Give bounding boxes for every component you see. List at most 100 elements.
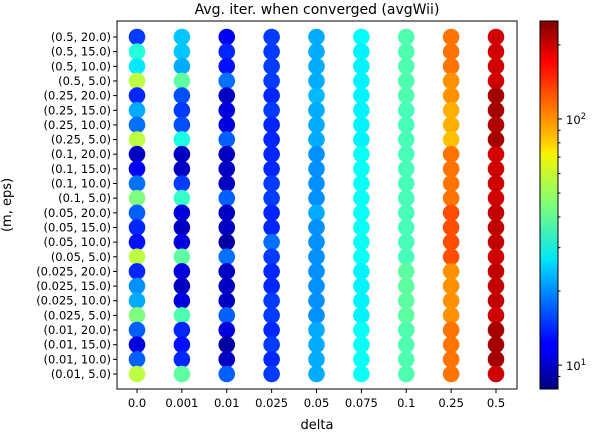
data-point bbox=[263, 145, 280, 163]
y-tick-label: (0.1, 15.0) bbox=[51, 162, 111, 176]
data-point bbox=[353, 307, 370, 324]
data-point bbox=[353, 175, 370, 192]
data-point bbox=[353, 321, 370, 339]
data-point bbox=[353, 263, 370, 280]
data-point bbox=[397, 101, 415, 119]
data-point bbox=[442, 292, 460, 310]
data-point bbox=[128, 58, 146, 75]
data-point bbox=[173, 72, 191, 90]
data-point bbox=[128, 204, 146, 222]
y-tick-label: (0.05, 10.0) bbox=[44, 235, 112, 249]
data-point bbox=[487, 43, 505, 60]
y-tick-label: (0.25, 15.0) bbox=[44, 103, 112, 117]
y-tick-label: (0.025, 5.0) bbox=[44, 308, 112, 322]
data-point bbox=[353, 233, 370, 251]
data-point bbox=[487, 219, 505, 236]
data-point bbox=[173, 292, 191, 310]
data-point bbox=[173, 233, 191, 251]
data-point bbox=[218, 28, 236, 46]
data-point bbox=[308, 116, 325, 134]
data-point bbox=[263, 292, 280, 310]
y-tick-label: (0.1, 20.0) bbox=[51, 147, 111, 161]
data-point bbox=[263, 351, 280, 368]
y-tick-label: (0.01, 15.0) bbox=[44, 338, 112, 352]
data-point bbox=[353, 204, 370, 222]
y-tick-label: (0.25, 5.0) bbox=[51, 133, 111, 147]
data-point bbox=[397, 336, 415, 353]
data-point bbox=[263, 263, 280, 280]
data-point bbox=[263, 58, 280, 75]
data-point bbox=[487, 189, 505, 207]
x-tick-label: 0.0 bbox=[128, 396, 146, 410]
data-point bbox=[353, 116, 370, 134]
data-point bbox=[218, 248, 236, 266]
y-axis-label: (m, eps) bbox=[0, 178, 15, 232]
data-point bbox=[218, 43, 236, 60]
data-point bbox=[487, 277, 505, 295]
data-point bbox=[353, 87, 370, 104]
data-point bbox=[218, 233, 236, 251]
colorbar-ticks: 101 102 bbox=[558, 44, 586, 377]
data-point bbox=[397, 248, 415, 266]
colorbar-gradient bbox=[539, 20, 559, 390]
data-point bbox=[308, 248, 325, 266]
data-point bbox=[308, 160, 325, 178]
data-point bbox=[487, 204, 505, 222]
data-point bbox=[308, 292, 325, 310]
data-point bbox=[397, 28, 415, 46]
colorbar-tick-label: 101 bbox=[566, 358, 586, 373]
data-point bbox=[263, 72, 280, 90]
data-point bbox=[218, 58, 236, 75]
data-point bbox=[218, 72, 236, 90]
data-point bbox=[397, 277, 415, 295]
data-point bbox=[128, 292, 146, 310]
data-point bbox=[263, 131, 280, 148]
x-tick-label: 0.1 bbox=[397, 396, 415, 410]
data-point bbox=[442, 58, 460, 75]
data-point bbox=[442, 87, 460, 104]
data-point bbox=[218, 204, 236, 222]
data-point bbox=[353, 28, 370, 46]
data-point bbox=[442, 189, 460, 207]
y-tick-label: (0.025, 10.0) bbox=[36, 294, 111, 308]
data-point bbox=[173, 248, 191, 266]
data-point bbox=[397, 189, 415, 207]
data-point bbox=[173, 131, 191, 148]
data-point bbox=[487, 160, 505, 178]
y-tick-label: (0.1, 10.0) bbox=[51, 177, 111, 191]
data-point bbox=[308, 145, 325, 163]
data-point bbox=[218, 351, 236, 368]
data-point bbox=[263, 175, 280, 192]
data-point bbox=[397, 131, 415, 148]
data-point bbox=[128, 87, 146, 104]
data-point bbox=[487, 101, 505, 119]
data-point bbox=[487, 72, 505, 90]
chart-title: Avg. iter. when converged (avgWii) bbox=[195, 2, 440, 18]
data-point bbox=[308, 72, 325, 90]
data-point bbox=[263, 87, 280, 104]
data-point bbox=[353, 351, 370, 368]
y-tick-label: (0.1, 5.0) bbox=[58, 191, 111, 205]
data-point bbox=[173, 28, 191, 46]
data-point bbox=[487, 321, 505, 339]
data-point bbox=[128, 131, 146, 148]
data-point bbox=[263, 189, 280, 207]
data-point bbox=[442, 101, 460, 119]
data-point bbox=[128, 365, 146, 383]
data-point bbox=[397, 292, 415, 310]
data-point bbox=[218, 263, 236, 280]
data-point bbox=[218, 160, 236, 178]
data-point bbox=[487, 365, 505, 383]
x-tick-label: 0.05 bbox=[304, 396, 330, 410]
data-point bbox=[128, 175, 146, 192]
data-point bbox=[263, 219, 280, 236]
data-point bbox=[218, 131, 236, 148]
data-point bbox=[442, 248, 460, 266]
data-point bbox=[397, 43, 415, 60]
data-point bbox=[218, 321, 236, 339]
y-tick-label: (0.025, 20.0) bbox=[36, 264, 111, 278]
data-point bbox=[128, 277, 146, 295]
data-point bbox=[442, 336, 460, 353]
x-tick-label: 0.5 bbox=[487, 396, 505, 410]
data-point bbox=[442, 277, 460, 295]
